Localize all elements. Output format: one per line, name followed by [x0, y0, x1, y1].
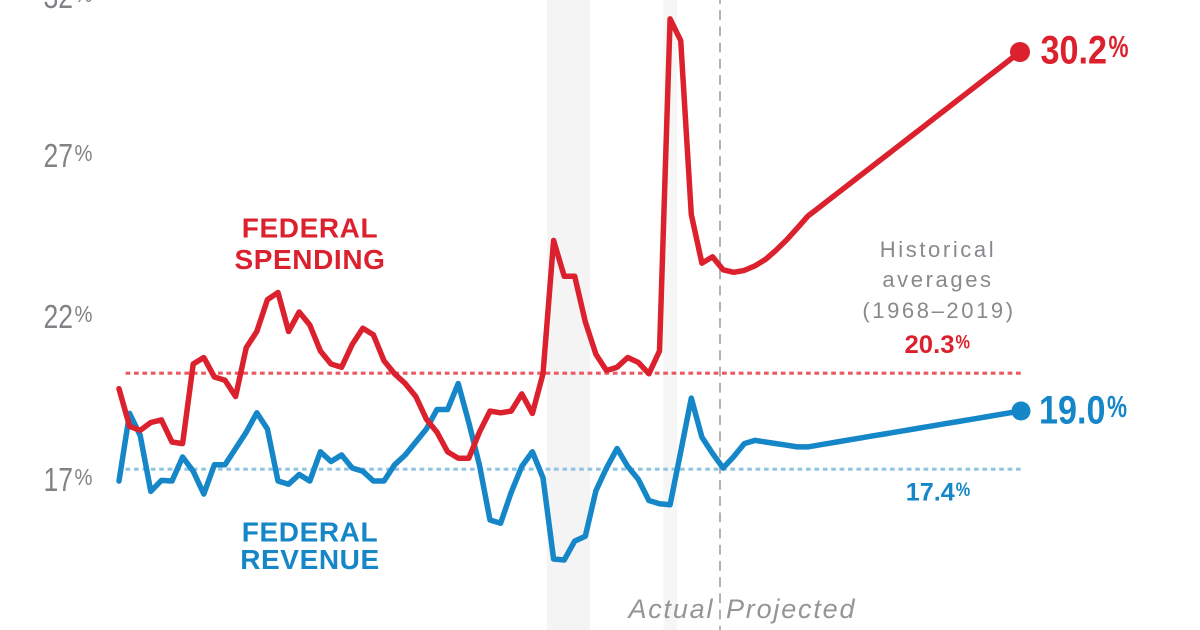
- svg-text:averages: averages: [882, 267, 993, 292]
- svg-text:17.4%: 17.4%: [906, 478, 971, 506]
- svg-text:FEDERAL: FEDERAL: [242, 517, 378, 548]
- svg-text:Historical: Historical: [880, 237, 996, 262]
- svg-text:17%: 17%: [44, 461, 93, 498]
- svg-text:(1968–2019): (1968–2019): [862, 298, 1015, 323]
- svg-text:27%: 27%: [44, 137, 93, 174]
- svg-text:32%: 32%: [44, 0, 93, 15]
- svg-text:REVENUE: REVENUE: [240, 544, 380, 575]
- svg-text:30.2%: 30.2%: [1041, 29, 1129, 73]
- svg-text:SPENDING: SPENDING: [234, 244, 385, 275]
- svg-text:20.3%: 20.3%: [905, 331, 971, 359]
- svg-text:19.0%: 19.0%: [1039, 389, 1127, 433]
- svg-text:FEDERAL: FEDERAL: [242, 213, 378, 244]
- svg-text:22%: 22%: [44, 298, 93, 335]
- svg-text:Actual: Actual: [626, 594, 714, 624]
- svg-text:Projected: Projected: [726, 594, 856, 624]
